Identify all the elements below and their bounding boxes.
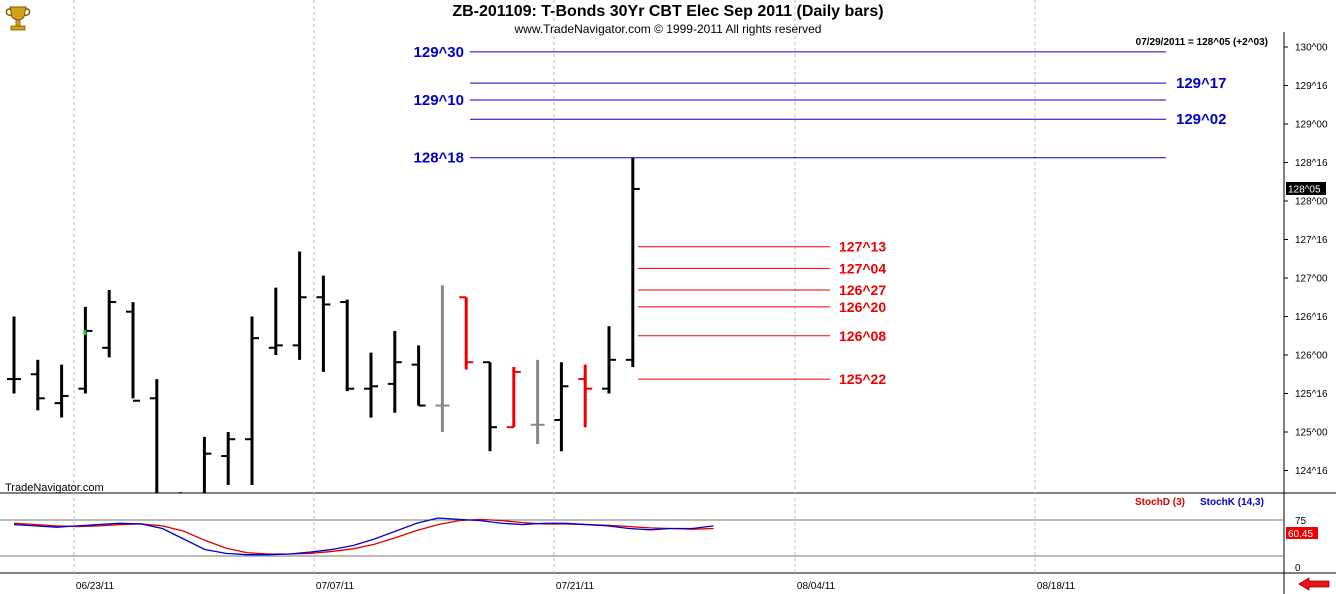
date-tick-label: 08/04/11	[797, 581, 836, 592]
date-tick-label: 08/18/11	[1037, 581, 1076, 592]
stoch-k-legend: StochK (14,3)	[1200, 497, 1264, 508]
date-tick-label: 07/21/11	[556, 581, 595, 592]
date-tick-label: 07/07/11	[316, 581, 355, 592]
price-tick-label: 128^16	[1295, 158, 1328, 169]
blue-level-label: 128^18	[414, 150, 464, 167]
trophy-icon[interactable]	[2, 1, 34, 33]
price-tick-label: 126^16	[1295, 312, 1328, 323]
price-tick-label: 130^00	[1295, 43, 1328, 54]
copyright-subtitle: www.TradeNavigator.com © 1999-2011 All r…	[514, 22, 822, 36]
ohlc-bars	[7, 157, 640, 493]
price-tick-label: 129^00	[1295, 120, 1328, 131]
red-level-label: 127^13	[839, 239, 886, 255]
price-tick-label: 124^16	[1295, 466, 1328, 477]
red-level-label: 125^22	[839, 371, 886, 387]
price-tick-label: 128^00	[1295, 197, 1328, 208]
red-level-label: 127^04	[839, 260, 886, 276]
last-price-marker	[1286, 181, 1326, 195]
stoch-value-marker	[1286, 527, 1318, 539]
red-left-arrow-icon[interactable]	[1298, 577, 1330, 591]
price-tick-label: 126^00	[1295, 351, 1328, 362]
stoch-value-label: 60.45	[1288, 529, 1313, 540]
blue-level-label: 129^10	[414, 92, 464, 109]
chart-title: ZB-201109: T-Bonds 30Yr CBT Elec Sep 201…	[452, 3, 884, 20]
price-readout: 07/29/2011 = 128^05 (+2^03)	[1135, 37, 1268, 48]
date-tick-label: 06/23/11	[76, 581, 115, 592]
price-tick-label: 125^16	[1295, 389, 1328, 400]
stoch-k-line	[13, 517, 714, 556]
price-tick-label: 125^00	[1295, 428, 1328, 439]
last-price-label: 128^05	[1288, 184, 1321, 195]
red-level-label: 126^08	[839, 328, 886, 344]
blue-level-label: 129^30	[414, 44, 464, 61]
stoch-tick-label: 75	[1295, 516, 1307, 527]
red-level-label: 126^20	[839, 299, 886, 315]
red-level-label: 126^27	[839, 282, 886, 298]
blue-level-label: 129^17	[1176, 75, 1226, 92]
brand-label: TradeNavigator.com	[5, 482, 104, 494]
price-tick-label: 127^16	[1295, 235, 1328, 246]
green-marker	[83, 329, 87, 335]
price-tick-label: 127^00	[1295, 274, 1328, 285]
stoch-d-legend: StochD (3)	[1135, 497, 1185, 508]
stoch-d-line	[13, 518, 714, 555]
stoch-tick-label: 0	[1295, 563, 1301, 574]
blue-level-label: 129^02	[1176, 111, 1226, 128]
price-tick-label: 129^16	[1295, 81, 1328, 92]
